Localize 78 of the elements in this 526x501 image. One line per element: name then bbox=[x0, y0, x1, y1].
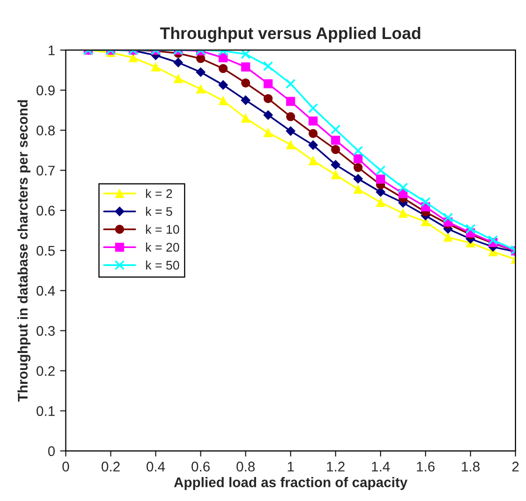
point bbox=[353, 174, 363, 184]
point bbox=[354, 163, 363, 172]
point bbox=[240, 50, 251, 60]
y-tick-label: 0.1 bbox=[36, 406, 55, 416]
point bbox=[286, 78, 296, 89]
chart-title: Throughput versus Applied Load bbox=[160, 26, 420, 43]
point bbox=[354, 184, 363, 194]
point bbox=[466, 224, 476, 234]
point bbox=[196, 84, 206, 94]
point bbox=[196, 67, 206, 77]
x-tick-label: 0.2 bbox=[102, 462, 120, 472]
point bbox=[264, 79, 273, 88]
point bbox=[376, 165, 386, 176]
x-tick-label: 0 bbox=[62, 462, 70, 472]
y-tick-label: 0.8 bbox=[36, 126, 55, 136]
point bbox=[353, 146, 364, 156]
legend-label: k = 20 bbox=[146, 242, 180, 252]
y-tick-label: 0.2 bbox=[36, 366, 55, 376]
point bbox=[488, 235, 498, 246]
y-tick-label: 0 bbox=[48, 446, 55, 456]
x-tick-label: 1.4 bbox=[372, 462, 390, 472]
x-tick-label: 0.4 bbox=[146, 462, 165, 472]
y-tick-label: 0.7 bbox=[36, 166, 55, 176]
point bbox=[174, 74, 183, 84]
point bbox=[286, 140, 296, 150]
point bbox=[241, 78, 250, 88]
x-tick-label: 2 bbox=[512, 462, 519, 472]
point bbox=[151, 62, 160, 72]
y-axis-title: Throughput in database charcters per second bbox=[17, 100, 30, 402]
y-tick-label: 0.4 bbox=[36, 286, 55, 296]
point bbox=[354, 154, 363, 164]
point bbox=[218, 64, 228, 74]
y-tick-label: 0.6 bbox=[36, 206, 55, 216]
point bbox=[308, 128, 318, 138]
point bbox=[376, 174, 386, 184]
x-axis-title: Applied load as fraction of capacity bbox=[174, 477, 408, 490]
x-tick-label: 1.8 bbox=[462, 462, 480, 472]
point bbox=[376, 198, 386, 207]
point bbox=[330, 124, 341, 134]
point bbox=[241, 114, 250, 123]
point bbox=[420, 197, 431, 208]
x-tick-label: 1.2 bbox=[326, 462, 345, 472]
point bbox=[286, 126, 296, 136]
point bbox=[240, 95, 250, 105]
y-tick-label: 0.5 bbox=[36, 246, 55, 256]
y-tick-label: 0.3 bbox=[36, 326, 55, 336]
legend-label: k = 10 bbox=[146, 224, 180, 234]
legend-label: k = 50 bbox=[146, 260, 180, 270]
y-tick-label: 1 bbox=[48, 46, 55, 56]
x-tick-label: 0.8 bbox=[236, 462, 255, 472]
x-tick-label: 0.6 bbox=[192, 462, 210, 472]
point bbox=[444, 232, 453, 242]
point bbox=[331, 170, 340, 180]
legend-label: k = 5 bbox=[146, 206, 172, 216]
point bbox=[330, 160, 340, 170]
point bbox=[308, 156, 318, 166]
point bbox=[398, 182, 408, 193]
point bbox=[331, 144, 340, 154]
point bbox=[308, 116, 318, 126]
point bbox=[241, 62, 250, 72]
point bbox=[173, 58, 183, 68]
point bbox=[264, 94, 273, 104]
point bbox=[398, 208, 408, 218]
point bbox=[218, 96, 228, 106]
point bbox=[286, 96, 296, 106]
point bbox=[263, 110, 273, 120]
x-tick-label: 1 bbox=[288, 462, 294, 472]
x-tick-label: 1.6 bbox=[416, 462, 435, 472]
point bbox=[443, 212, 454, 223]
point bbox=[218, 80, 228, 90]
legend-label: k = 2 bbox=[146, 188, 172, 198]
point bbox=[264, 128, 273, 138]
point bbox=[263, 61, 274, 72]
point bbox=[286, 112, 296, 122]
point bbox=[308, 140, 318, 150]
y-tick-label: 0.9 bbox=[36, 86, 55, 96]
point bbox=[308, 103, 318, 114]
point bbox=[331, 136, 340, 145]
